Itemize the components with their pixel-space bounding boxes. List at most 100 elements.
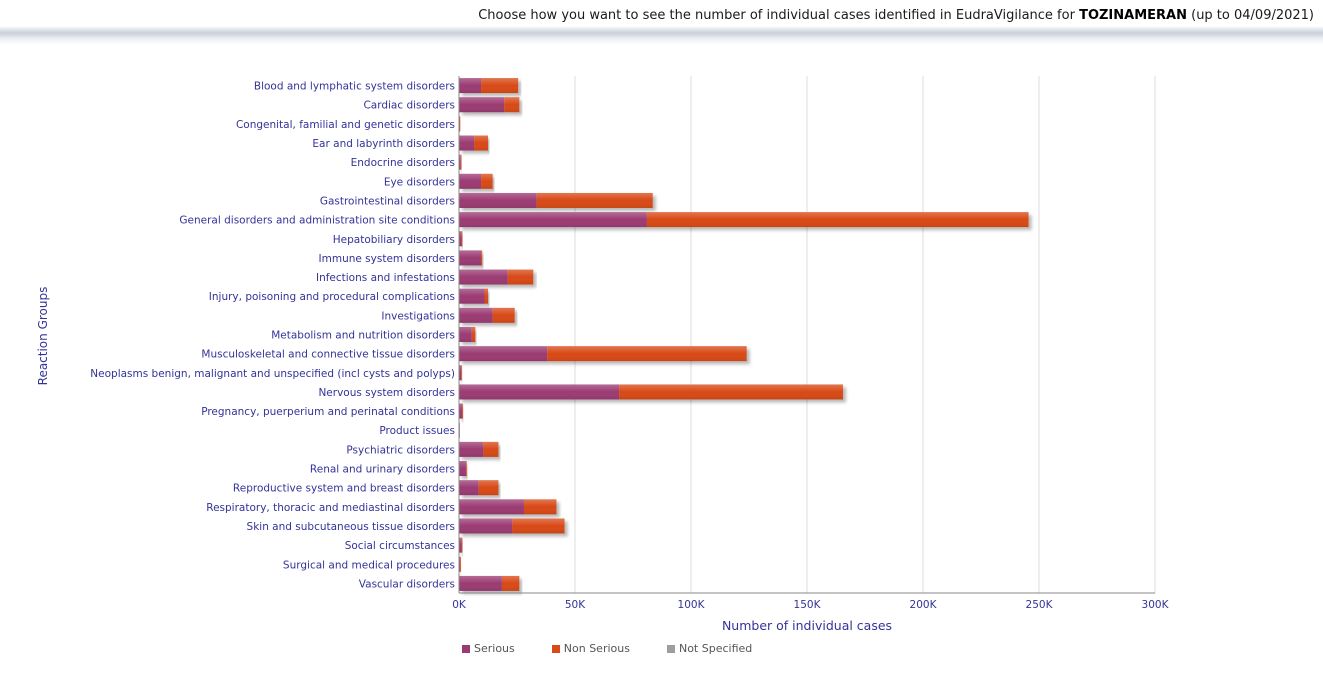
y-tick-label: Congenital, familial and genetic disorde… <box>236 119 455 131</box>
bar-serious[interactable] <box>459 250 482 266</box>
bar-non-serious[interactable] <box>523 499 557 515</box>
bar-serious[interactable] <box>459 441 484 457</box>
y-tick-label: Respiratory, thoracic and mediastinal di… <box>206 502 455 514</box>
bar-group <box>459 250 483 266</box>
bar-serious[interactable] <box>459 346 548 362</box>
bar-non-serious[interactable] <box>461 537 463 553</box>
bar-serious[interactable] <box>459 269 508 285</box>
x-tick-label: 100K <box>678 599 706 611</box>
y-tick-label: Neoplasms benign, malignant and unspecif… <box>90 368 455 380</box>
y-axis-title: Reaction Groups <box>36 287 50 386</box>
bar-serious[interactable] <box>459 480 479 496</box>
bar-serious[interactable] <box>459 307 493 323</box>
bar-group <box>459 192 653 208</box>
product-name: TOZINAMERAN <box>1079 8 1187 23</box>
legend-item-serious[interactable]: Serious <box>462 642 515 655</box>
bar-serious[interactable] <box>459 384 620 400</box>
bar-non-serious[interactable] <box>619 384 843 400</box>
bar-group <box>459 212 1029 228</box>
bar-non-serious[interactable] <box>501 575 520 591</box>
legend-label-non-serious: Non Serious <box>563 642 630 655</box>
legend-swatch-serious <box>462 644 470 653</box>
legend-item-not-specified[interactable]: Not Specified <box>666 642 753 655</box>
bar-serious[interactable] <box>459 499 524 515</box>
bar-serious[interactable] <box>459 173 482 189</box>
bar-non-serious[interactable] <box>492 307 515 323</box>
x-tick-label: 250K <box>1026 599 1054 611</box>
bar-serious[interactable] <box>459 575 502 591</box>
bar-non-serious[interactable] <box>481 250 483 266</box>
y-tick-label: Injury, poisoning and procedural complic… <box>209 291 455 303</box>
bar-group <box>459 173 493 189</box>
x-tick-label: 200K <box>910 599 938 611</box>
bar-non-serious[interactable] <box>462 403 464 419</box>
bar-non-serious[interactable] <box>460 154 462 170</box>
legend-swatch-not-specified <box>666 644 675 653</box>
bar-serious[interactable] <box>459 288 485 304</box>
y-tick-label: Hepatobiliary disorders <box>333 234 455 246</box>
bar-non-serious[interactable] <box>478 480 499 496</box>
y-tick-label: Skin and subcutaneous tissue disorders <box>247 521 455 533</box>
y-tick-label: Immune system disorders <box>319 253 455 265</box>
bar-non-serious[interactable] <box>504 97 520 113</box>
y-tick-label: Reproductive system and breast disorders <box>233 483 455 495</box>
y-tick-label: Surgical and medical procedures <box>283 559 455 571</box>
y-tick-label: Musculoskeletal and connective tissue di… <box>201 349 455 361</box>
bar-non-serious[interactable] <box>474 135 488 151</box>
bar-group <box>459 231 463 247</box>
y-tick-label: Pregnancy, puerperium and perinatal cond… <box>201 406 455 418</box>
bar-non-serious[interactable] <box>547 346 747 362</box>
bar-group <box>459 480 499 496</box>
y-tick-label: Infections and infestations <box>316 272 455 284</box>
y-tick-label: Psychiatric disorders <box>346 444 455 456</box>
bar-serious[interactable] <box>459 461 466 477</box>
page-header-bar: Choose how you want to see the number of… <box>0 0 1323 44</box>
bar-serious[interactable] <box>459 78 482 94</box>
chart-axes: 0K 50K 100K 150K 200K 250K 300K Blood and lymph… <box>90 76 1170 611</box>
bar-group <box>459 441 499 457</box>
y-tick-label: Gastrointestinal disorders <box>320 195 455 207</box>
bar-serious[interactable] <box>459 192 537 208</box>
bar-group <box>459 288 488 304</box>
bar-serious[interactable] <box>459 135 475 151</box>
legend-item-non-serious[interactable]: Non Serious <box>551 642 630 655</box>
x-tick-label: 300K <box>1142 599 1170 611</box>
bar-group <box>459 78 519 94</box>
bar-non-serious[interactable] <box>459 116 461 132</box>
bar-serious[interactable] <box>459 97 505 113</box>
bar-group <box>459 384 843 400</box>
bar-non-serious[interactable] <box>461 365 462 381</box>
bar-non-serious[interactable] <box>536 192 653 208</box>
bar-non-serious[interactable] <box>461 231 463 247</box>
bar-non-serious[interactable] <box>646 212 1029 228</box>
bar-group <box>459 269 534 285</box>
x-tick-label: 150K <box>794 599 822 611</box>
bar-non-serious[interactable] <box>507 269 534 285</box>
bar-group <box>459 518 565 534</box>
bar-group <box>459 307 515 323</box>
bar-serious[interactable] <box>459 518 513 534</box>
bar-non-serious[interactable] <box>481 78 519 94</box>
x-axis-title: Number of individual cases <box>722 618 892 633</box>
x-tick-label: 0K <box>452 599 467 611</box>
bar-non-serious[interactable] <box>465 461 467 477</box>
bar-group <box>459 575 520 591</box>
bar-group <box>459 327 476 342</box>
bar-non-serious[interactable] <box>483 441 499 457</box>
bar-group <box>459 403 464 419</box>
y-tick-label: Eye disorders <box>384 176 455 188</box>
bar-serious[interactable] <box>459 327 472 342</box>
bar-serious[interactable] <box>459 212 647 228</box>
chart-legend: Serious Non Serious Not Specified <box>462 642 789 655</box>
chart-gridlines <box>574 76 1156 593</box>
legend-label-not-specified: Not Specified <box>678 642 753 655</box>
bar-non-serious[interactable] <box>471 327 476 342</box>
bar-non-serious[interactable] <box>460 556 461 572</box>
bar-non-serious[interactable] <box>481 173 493 189</box>
chart-bars <box>459 78 1029 591</box>
bar-non-serious[interactable] <box>484 288 488 304</box>
y-tick-label: Social circumstances <box>345 540 455 552</box>
bar-group <box>459 97 520 113</box>
bar-non-serious[interactable] <box>512 518 565 534</box>
y-tick-label: General disorders and administration sit… <box>179 215 455 227</box>
